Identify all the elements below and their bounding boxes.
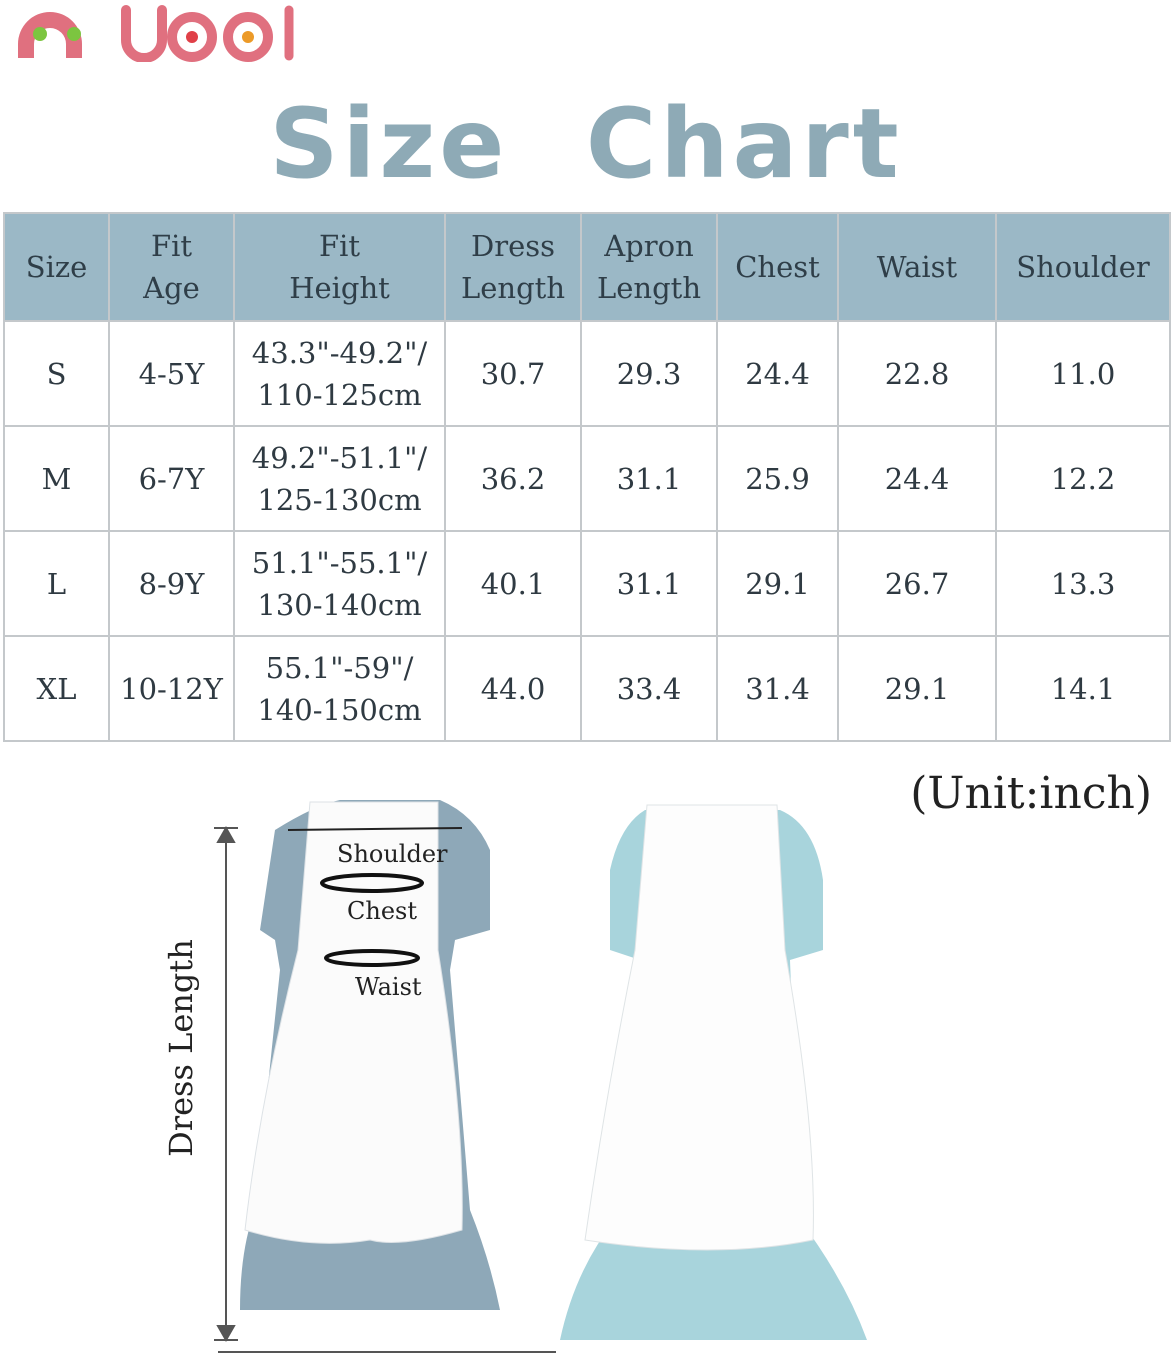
table-row: XL 10-12Y 55.1"-59"/140-150cm 44.0 33.4 31.4 2… xyxy=(3,635,1171,742)
cell-size: M xyxy=(3,425,110,532)
cell-dress-length: 30.7 xyxy=(444,320,582,427)
nuoqi-logo xyxy=(18,5,294,62)
cell-size: S xyxy=(3,320,110,427)
cell-fit-height: 55.1"-59"/140-150cm xyxy=(233,635,446,742)
cell-waist: 22.8 xyxy=(837,320,997,427)
shoulder-label: Shoulder xyxy=(337,840,448,868)
cell-chest: 24.4 xyxy=(716,320,839,427)
cell-size: XL xyxy=(3,635,110,742)
cell-fit-age: 10-12Y xyxy=(108,635,235,742)
dress-back-image xyxy=(560,804,867,1340)
cell-dress-length: 36.2 xyxy=(444,425,582,532)
unit-label: (Unit:inch) xyxy=(910,768,1152,819)
cell-apron-length: 31.1 xyxy=(580,425,718,532)
page-title: Size Chart xyxy=(269,88,903,200)
header-size: Size xyxy=(3,212,110,322)
cell-fit-height: 49.2"-51.1"/125-130cm xyxy=(233,425,446,532)
cell-apron-length: 31.1 xyxy=(580,530,718,637)
header-chest: Chest xyxy=(716,212,839,322)
header-dress-length: Dress Length xyxy=(444,212,582,322)
cell-chest: 25.9 xyxy=(716,425,839,532)
cell-shoulder: 12.2 xyxy=(995,425,1171,532)
cell-shoulder: 13.3 xyxy=(995,530,1171,637)
chest-label: Chest xyxy=(347,897,417,925)
cell-dress-length: 44.0 xyxy=(444,635,582,742)
dress-length-label: Dress Length xyxy=(162,939,200,1157)
table-row: L 8-9Y 51.1"-55.1"/130-140cm 40.1 31.1 29.1 26… xyxy=(3,530,1171,637)
header-apron-length: Apron Length xyxy=(580,212,718,322)
cell-chest: 31.4 xyxy=(716,635,839,742)
cell-size: L xyxy=(3,530,110,637)
cell-waist: 29.1 xyxy=(837,635,997,742)
cell-fit-height: 51.1"-55.1"/130-140cm xyxy=(233,530,446,637)
cell-waist: 24.4 xyxy=(837,425,997,532)
header-shoulder: Shoulder xyxy=(995,212,1171,322)
cell-fit-height: 43.3"-49.2"/110-125cm xyxy=(233,320,446,427)
cell-shoulder: 14.1 xyxy=(995,635,1171,742)
cell-fit-age: 4-5Y xyxy=(108,320,235,427)
table-row: S 4-5Y 43.3"-49.2"/110-125cm 30.7 29.3 24.4 22… xyxy=(3,320,1171,427)
header-fit-age: Fit Age xyxy=(108,212,235,322)
cell-fit-age: 8-9Y xyxy=(108,530,235,637)
header-fit-height: Fit Height xyxy=(233,212,446,322)
cell-chest: 29.1 xyxy=(716,530,839,637)
dress-front-image xyxy=(214,800,556,1353)
cell-apron-length: 33.4 xyxy=(580,635,718,742)
waist-label: Waist xyxy=(355,973,422,1001)
header-waist: Waist xyxy=(837,212,997,322)
cell-dress-length: 40.1 xyxy=(444,530,582,637)
cell-apron-length: 29.3 xyxy=(580,320,718,427)
table-row: M 6-7Y 49.2"-51.1"/125-130cm 36.2 31.1 25.9 24… xyxy=(3,425,1171,532)
cell-shoulder: 11.0 xyxy=(995,320,1171,427)
size-table: Size Fit Age Fit Height Dress Length Apron L… xyxy=(3,212,1171,742)
cell-waist: 26.7 xyxy=(837,530,997,637)
table-header-row: Size Fit Age Fit Height Dress Length Apron L… xyxy=(3,212,1171,322)
cell-fit-age: 6-7Y xyxy=(108,425,235,532)
